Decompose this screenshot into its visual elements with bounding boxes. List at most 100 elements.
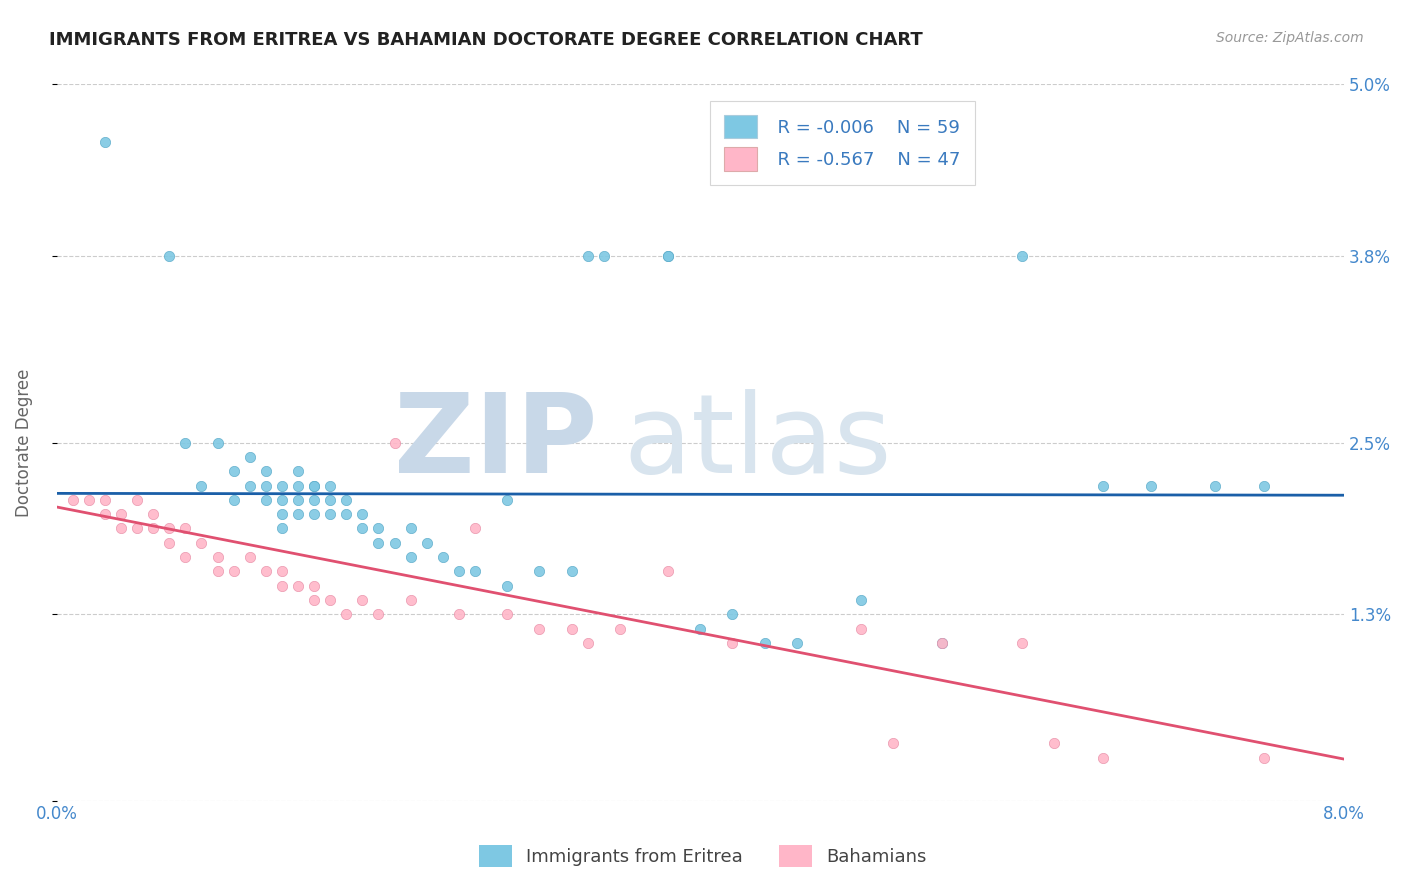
Point (335, 507, 357, 521)
Y-axis label: Doctorate Degree: Doctorate Degree (15, 368, 32, 516)
Point (1011, 636, 1033, 650)
Point (1011, 249, 1033, 263)
Point (207, 550, 229, 565)
Point (174, 550, 197, 565)
Point (657, 565, 679, 579)
Point (157, 249, 180, 263)
Point (271, 521, 294, 535)
Point (399, 593, 422, 607)
Point (222, 464, 245, 478)
Point (94, 492, 117, 507)
Text: Source: ZipAtlas.com: Source: ZipAtlas.com (1216, 31, 1364, 45)
Legend:   R = -0.006    N = 59,   R = -0.567    N = 47: R = -0.006 N = 59, R = -0.567 N = 47 (710, 101, 974, 185)
Point (561, 565, 583, 579)
Point (174, 435, 197, 450)
Point (110, 507, 132, 521)
Text: IMMIGRANTS FROM ERITREA VS BAHAMIAN DOCTORATE DEGREE CORRELATION CHART: IMMIGRANTS FROM ERITREA VS BAHAMIAN DOCT… (49, 31, 922, 49)
Point (207, 435, 229, 450)
Point (287, 507, 309, 521)
Point (352, 507, 374, 521)
Point (399, 521, 422, 535)
Point (367, 521, 389, 535)
Point (239, 550, 262, 565)
Point (302, 593, 325, 607)
Point (222, 565, 245, 579)
Point (529, 565, 551, 579)
Point (254, 478, 277, 492)
Point (416, 536, 439, 550)
Point (352, 593, 374, 607)
Point (1091, 478, 1114, 492)
Point (157, 521, 180, 535)
Point (352, 521, 374, 535)
Point (496, 579, 519, 593)
Point (335, 492, 357, 507)
Point (222, 492, 245, 507)
Point (721, 636, 744, 650)
Point (157, 536, 180, 550)
Point (94, 507, 117, 521)
Point (125, 521, 148, 535)
Point (142, 521, 165, 535)
Point (271, 507, 294, 521)
Point (609, 622, 631, 636)
Point (464, 565, 486, 579)
Point (335, 607, 357, 622)
Point (62, 492, 84, 507)
Point (576, 636, 599, 650)
Point (464, 521, 486, 535)
Point (77, 492, 100, 507)
Point (174, 521, 197, 535)
Point (367, 536, 389, 550)
Point (384, 435, 406, 450)
Point (319, 478, 342, 492)
Point (254, 464, 277, 478)
Point (447, 607, 470, 622)
Point (496, 492, 519, 507)
Point (319, 507, 342, 521)
Point (721, 607, 744, 622)
Point (287, 579, 309, 593)
Point (447, 565, 470, 579)
Point (689, 622, 711, 636)
Point (287, 464, 309, 478)
Point (851, 622, 873, 636)
Point (882, 736, 904, 750)
Point (271, 565, 294, 579)
Point (1253, 478, 1275, 492)
Point (786, 636, 808, 650)
Text: ZIP: ZIP (394, 389, 598, 496)
Point (657, 249, 679, 263)
Point (851, 593, 873, 607)
Point (931, 636, 953, 650)
Text: atlas: atlas (623, 389, 891, 496)
Point (207, 565, 229, 579)
Point (1204, 478, 1226, 492)
Point (142, 507, 165, 521)
Point (592, 249, 614, 263)
Point (496, 607, 519, 622)
Legend: Immigrants from Eritrea, Bahamians: Immigrants from Eritrea, Bahamians (472, 838, 934, 874)
Point (1091, 750, 1114, 764)
Point (239, 478, 262, 492)
Point (190, 536, 212, 550)
Point (319, 492, 342, 507)
Point (271, 478, 294, 492)
Point (94, 135, 117, 149)
Point (271, 579, 294, 593)
Point (254, 565, 277, 579)
Point (271, 492, 294, 507)
Point (302, 492, 325, 507)
Point (576, 249, 599, 263)
Point (254, 492, 277, 507)
Point (561, 622, 583, 636)
Point (302, 507, 325, 521)
Point (432, 550, 454, 565)
Point (287, 492, 309, 507)
Point (529, 622, 551, 636)
Point (239, 450, 262, 464)
Point (931, 636, 953, 650)
Point (319, 593, 342, 607)
Point (287, 478, 309, 492)
Point (657, 249, 679, 263)
